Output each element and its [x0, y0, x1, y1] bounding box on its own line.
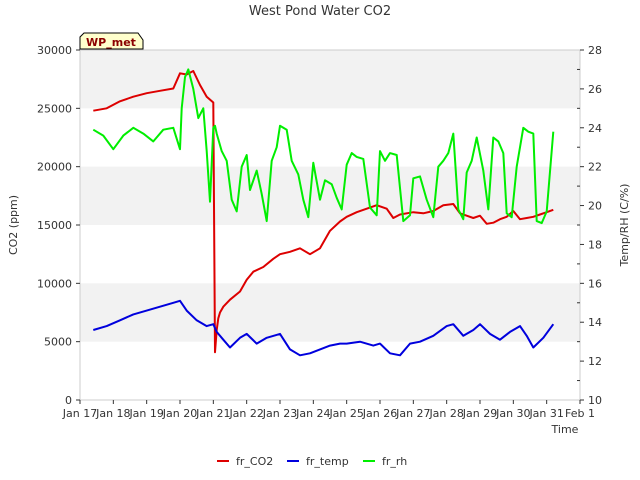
x-tick-label: Jan 27 [395, 407, 430, 420]
y2-tick-label: 20 [588, 200, 602, 213]
y2-tick-label: 28 [588, 44, 602, 57]
y-tick-label: 20000 [37, 161, 72, 174]
x-tick-label: Jan 22 [228, 407, 263, 420]
series-line-fr_temp [93, 299, 555, 357]
legend-label: fr_CO2 [236, 455, 273, 468]
legend-item-fr_CO2: fr_CO2 [217, 455, 273, 468]
y-tick-label: 10000 [37, 277, 72, 290]
y2-tick-label: 22 [588, 161, 602, 174]
legend-label: fr_temp [306, 455, 349, 468]
x-tick-label: Jan 29 [462, 407, 497, 420]
x-tick-label: Jan 23 [262, 407, 297, 420]
y-tick-label: 15000 [37, 219, 72, 232]
y-tick-label: 30000 [37, 44, 72, 57]
y2-tick-label: 14 [588, 316, 602, 329]
site-badge-shape [79, 32, 144, 50]
y-tick-label: 0 [65, 394, 72, 407]
y2-tick-label: 12 [588, 355, 602, 368]
x-tick-label: Jan 25 [328, 407, 363, 420]
x-tick-label: Jan 24 [295, 407, 330, 420]
x-tick-label: Jan 21 [195, 407, 230, 420]
y2-tick-label: 16 [588, 277, 602, 290]
legend-item-fr_rh: fr_rh [363, 455, 407, 468]
y2-tick-label: 24 [588, 122, 602, 135]
y2-tick-label: 18 [588, 238, 602, 251]
series-line-fr_CO2 [93, 70, 554, 354]
y2-axis-label: Temp/RH (C/%) [618, 184, 631, 268]
legend: fr_CO2 fr_temp fr_rh [217, 455, 407, 468]
x-tick-label: Jan 17 [62, 407, 97, 420]
grid-band [80, 283, 580, 342]
chart-title: West Pond Water CO2 [249, 4, 391, 19]
x-tick-label: Jan 28 [428, 407, 463, 420]
y2-tick-label: 26 [588, 83, 602, 96]
x-axis-label: Time [551, 423, 579, 436]
y2-tick-label: 10 [588, 394, 602, 407]
x-tick-label: Jan 26 [362, 407, 397, 420]
x-tick-label: Jan 19 [128, 407, 163, 420]
y-axis-label: CO2 (ppm) [7, 195, 20, 255]
x-tick-label: Jan 20 [162, 407, 197, 420]
axes-layer: 0 5000 10000 15000 20000 25000 30000 10 12 14 16 18… [37, 44, 602, 420]
x-tick-label: Feb 1 [565, 407, 595, 420]
x-tick-label: Jan 30 [495, 407, 530, 420]
y-tick-label: 25000 [37, 102, 72, 115]
legend-item-fr_temp: fr_temp [287, 455, 349, 468]
series-layer [92, 68, 555, 357]
x-tick-label: Jan 18 [95, 407, 130, 420]
series-line-fr_rh [92, 68, 555, 225]
grid-band [80, 166, 580, 225]
grid-band [80, 50, 580, 109]
site-badge-label: WP_met [86, 36, 136, 49]
legend-label: fr_rh [382, 455, 407, 468]
x-tick-label: Jan 31 [528, 407, 563, 420]
y-tick-label: 5000 [44, 336, 72, 349]
grid-bands [80, 50, 580, 342]
site-badge: WP_met [79, 32, 144, 50]
